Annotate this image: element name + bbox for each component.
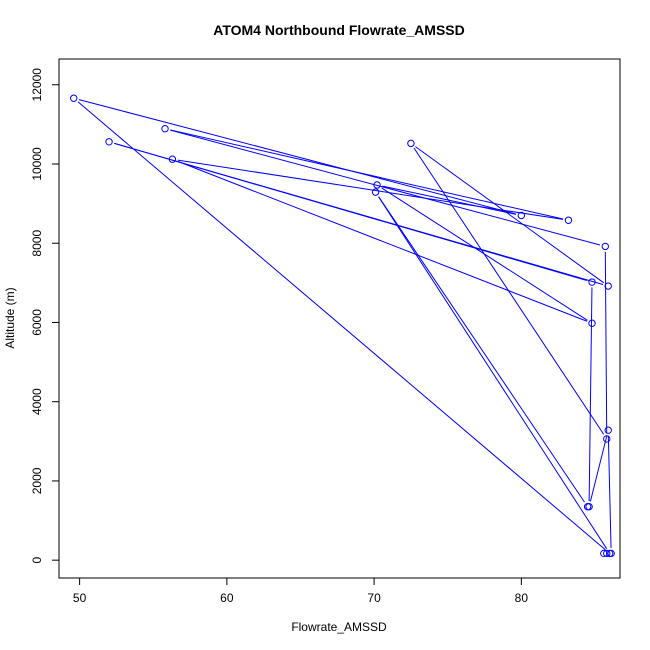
data-point [517,211,526,220]
data-point [161,125,169,133]
x-axis: 50 60 70 80 [73,577,529,605]
data-point [607,549,615,558]
y-tick-label: 0 [30,557,44,564]
y-tick-label: 12000 [30,68,44,102]
series-segment [604,251,608,434]
y-tick-label: 4000 [30,388,44,415]
data-point [603,435,611,443]
x-axis-label: Flowrate_AMSSD [291,620,387,634]
y-axis: 0 2000 4000 6000 8000 10000 12000 [30,68,60,564]
data-point [601,242,609,251]
series-segment [382,185,517,215]
data-point [603,549,611,558]
data-point [371,188,380,196]
x-tick-label: 70 [367,591,381,605]
data-point [585,502,593,511]
data-point [588,319,596,327]
series-segment [588,287,593,502]
y-tick-label: 2000 [30,467,44,494]
series-segment [114,142,604,285]
data-point [105,138,113,146]
plot-frame [58,58,621,579]
data-point [373,181,381,189]
series-segment [381,187,588,321]
data-point [407,139,415,148]
series-segment [378,196,608,550]
x-tick-label: 80 [515,591,529,605]
data-point [583,502,592,511]
series-points [70,94,615,558]
x-tick-label: 60 [220,591,234,605]
series-segment [77,101,606,551]
series-segment [415,146,605,284]
data-point [70,94,78,102]
data-point [604,426,612,434]
series-lines [77,99,612,551]
x-tick-label: 50 [73,591,87,605]
chart-title: ATOM4 Northbound Flowrate_AMSSD [213,22,464,38]
y-axis-label: Altitude (m) [3,287,17,348]
data-point [588,278,596,286]
series-segment [177,159,564,220]
series-segment [177,160,588,322]
series-segment [607,435,612,548]
series-segment [378,196,585,503]
data-point [564,216,573,224]
data-point [604,282,612,290]
series-segment [170,129,601,246]
series-segment [78,99,517,215]
y-tick-label: 10000 [30,147,44,181]
series-segment [589,435,608,502]
y-tick-label: 8000 [30,230,44,257]
data-point [600,549,608,558]
data-point [168,155,177,163]
y-tick-label: 6000 [30,309,44,336]
data-point [605,549,614,558]
